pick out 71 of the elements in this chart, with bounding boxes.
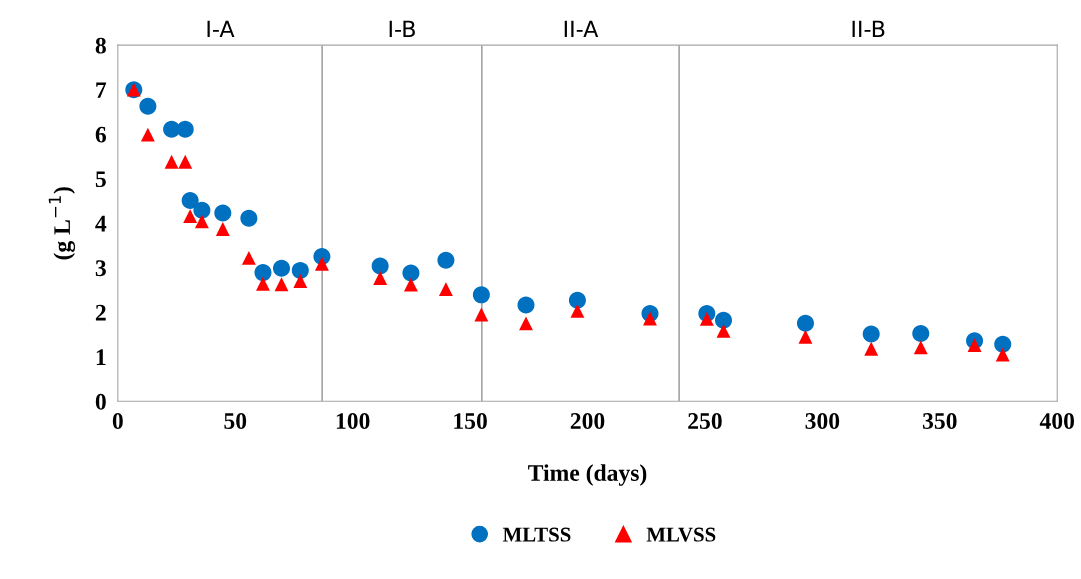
y-tick-label: 1: [96, 349, 106, 365]
x-tick-label: 300: [805, 413, 840, 429]
point: [437, 251, 455, 269]
point: [274, 277, 289, 292]
point: [403, 277, 418, 292]
point: [254, 264, 272, 282]
x-axis-title: Time (days): [528, 464, 647, 486]
point: [273, 259, 291, 277]
text: I-B: [389, 20, 415, 37]
point: [798, 329, 813, 344]
x-tick-label: 400: [1039, 413, 1075, 429]
point: [291, 261, 309, 279]
y-axis-title: (g L$^{−1}$): [48, 187, 76, 260]
point: [256, 276, 270, 291]
y-tick-label: 7: [96, 82, 107, 98]
point: [314, 256, 329, 271]
point: [402, 264, 420, 282]
x-tick-label: 350: [922, 413, 957, 429]
point: [474, 307, 489, 322]
x-tick-label: 250: [688, 413, 722, 429]
point: [864, 341, 879, 356]
y-tick-label: 6: [95, 126, 107, 143]
point: [241, 250, 256, 265]
point: [472, 286, 490, 304]
point: [912, 325, 930, 343]
point: [699, 311, 714, 326]
legend-label: MLTSS: [502, 527, 571, 542]
point: [176, 120, 194, 138]
y-tick-label: 2: [95, 304, 106, 321]
point: [164, 154, 179, 169]
point: [913, 340, 928, 355]
text: II-A: [564, 20, 599, 37]
y-tick-label: 3: [95, 260, 106, 277]
point: [371, 257, 389, 275]
point: [967, 338, 982, 353]
point: [568, 291, 586, 309]
point: [519, 316, 533, 331]
x-tick-label: 200: [570, 413, 605, 429]
point: [178, 154, 193, 169]
point: [517, 296, 535, 314]
point: [994, 335, 1012, 353]
text: I-A: [207, 20, 235, 37]
point: [140, 127, 155, 142]
point: [194, 214, 209, 229]
point: [183, 209, 198, 224]
point: [570, 303, 585, 318]
text: II-B: [852, 20, 885, 37]
point: [796, 314, 814, 332]
x-tick-label: 150: [454, 413, 487, 429]
point: [181, 192, 199, 210]
point: [643, 311, 657, 326]
x-tick-label: 0: [112, 413, 123, 429]
point: [438, 282, 453, 297]
point: [214, 204, 232, 222]
y-tick-label: 0: [95, 393, 106, 410]
point: [716, 323, 731, 338]
point: [215, 222, 230, 236]
point: [995, 347, 1010, 362]
point: [373, 271, 388, 285]
y-tick-label: 5: [95, 171, 106, 188]
y-tick-label: 4: [95, 215, 107, 232]
point: [862, 325, 880, 343]
point: [293, 274, 308, 289]
point: [193, 201, 211, 219]
point: [714, 311, 733, 329]
x-tick-label: 100: [336, 413, 370, 429]
y-tick-label: 8: [95, 37, 106, 54]
legend-label: MLVSS: [646, 527, 716, 542]
point: [139, 97, 157, 115]
point: [240, 209, 258, 227]
x-tick-label: 50: [224, 413, 247, 429]
